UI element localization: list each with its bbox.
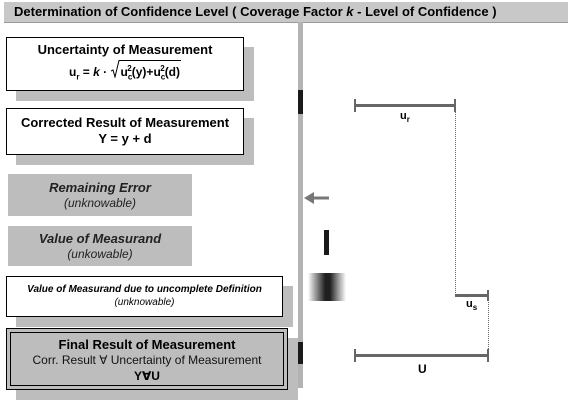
corrected-formula: Y = y + d bbox=[98, 131, 152, 146]
uncertainty-title: Uncertainty of Measurement bbox=[37, 42, 213, 57]
measurand-title: Value of Measurand bbox=[38, 231, 162, 246]
ur-label: ur bbox=[400, 110, 410, 124]
term1-arg: (y) bbox=[131, 65, 147, 79]
final-title: Final Result of Measurement bbox=[58, 337, 236, 352]
uncertainty-box: Uncertainty of Measurement ur = k · uc2(… bbox=[6, 37, 244, 91]
title-k: k bbox=[346, 4, 354, 19]
term2-sup: 2 bbox=[160, 64, 165, 73]
title-bar: Determination of Confidence Level ( Cove… bbox=[4, 2, 568, 23]
final-result-box: Final Result of Measurement Corr. Result… bbox=[6, 328, 288, 390]
final-result-inner: Final Result of Measurement Corr. Result… bbox=[10, 332, 284, 386]
sqrt-icon bbox=[110, 60, 120, 78]
measurand-box: Value of Measurand (unkowable) bbox=[8, 226, 192, 266]
definition-blur-mark bbox=[308, 273, 346, 301]
radicand: uc2(y)+uc2(d) bbox=[119, 60, 182, 85]
sqrt: uc2(y)+uc2(d) bbox=[110, 60, 182, 85]
us-drop-line bbox=[488, 297, 489, 355]
definition-title: Value of Measurand due to uncomplete Def… bbox=[27, 284, 262, 295]
formula-u: u bbox=[68, 64, 77, 79]
U-segment bbox=[354, 354, 489, 357]
formula-u-sub: r bbox=[76, 72, 80, 82]
title-suffix: - Level of Confidence ) bbox=[353, 4, 497, 19]
U-left-tick bbox=[354, 349, 356, 362]
ur-drop-line bbox=[455, 107, 456, 297]
final-symbol: Y∀U bbox=[134, 369, 160, 383]
plus-sign: + bbox=[146, 65, 154, 79]
us-right-tick bbox=[487, 290, 489, 301]
corrected-title: Corrected Result of Measurement bbox=[20, 115, 230, 130]
ur-left-tick bbox=[354, 99, 356, 112]
ur-label-sub: r bbox=[406, 115, 410, 125]
diagram-title: Determination of Confidence Level ( Cove… bbox=[14, 4, 497, 19]
arrow-left-icon bbox=[304, 192, 329, 204]
value-axis bbox=[298, 22, 303, 388]
us-segment bbox=[455, 294, 489, 297]
term1-sub: c bbox=[127, 72, 133, 82]
ur-segment bbox=[354, 104, 456, 107]
corrected-result-mark bbox=[298, 90, 303, 114]
term2-sub: c bbox=[160, 72, 166, 82]
us-label-main: u bbox=[466, 298, 473, 310]
term1: u bbox=[120, 65, 128, 79]
remaining-sub: (unknowable) bbox=[63, 196, 137, 210]
measurand-sub: (unkowable) bbox=[67, 247, 133, 261]
term2: u bbox=[153, 65, 161, 79]
term2-arg: (d) bbox=[164, 65, 181, 79]
definition-sub: (unknowable) bbox=[114, 297, 175, 308]
final-sub: Corr. Result ∀ Uncertainty of Measuremen… bbox=[32, 353, 262, 367]
definition-box: Value of Measurand due to uncomplete Def… bbox=[6, 276, 283, 317]
uncertainty-formula: ur = k · uc2(y)+uc2(d) bbox=[7, 60, 243, 86]
us-label: us bbox=[466, 298, 477, 312]
ur-label-main: u bbox=[400, 110, 407, 122]
remaining-title: Remaining Error bbox=[49, 180, 151, 195]
ur-right-tick bbox=[454, 99, 456, 112]
measurand-mark bbox=[324, 230, 329, 255]
corrected-box: Corrected Result of Measurement Y = y + … bbox=[6, 108, 244, 155]
us-label-sub: s bbox=[472, 303, 478, 313]
final-result-mark bbox=[298, 342, 303, 364]
title-prefix: Determination of Confidence Level ( Cove… bbox=[14, 4, 347, 19]
remaining-error-box: Remaining Error (unknowable) bbox=[8, 174, 192, 216]
U-right-tick bbox=[487, 349, 489, 362]
U-label: U bbox=[418, 362, 427, 376]
formula-k: k bbox=[93, 64, 100, 79]
term1-sup: 2 bbox=[127, 64, 132, 73]
